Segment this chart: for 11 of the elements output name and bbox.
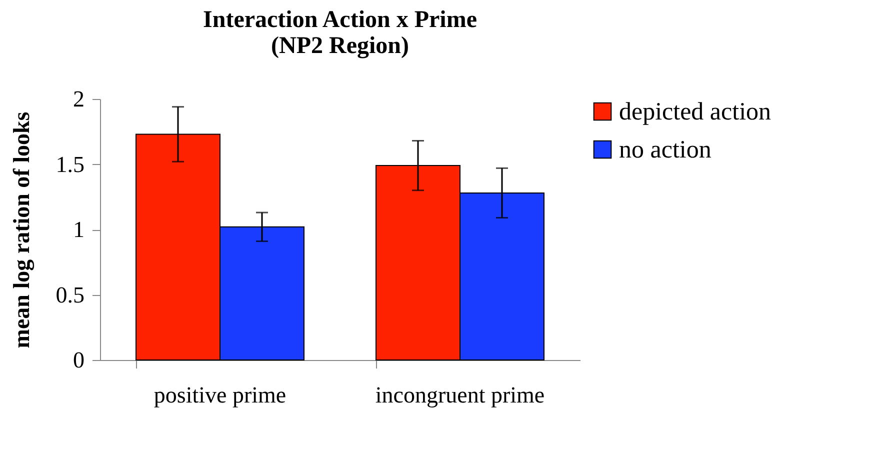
legend-label: no action (619, 136, 712, 164)
y-tick-label: 1 (73, 217, 84, 242)
y-tick-label: 0.5 (56, 282, 84, 308)
x-tick-label: positive prime (154, 382, 286, 408)
chart-title: Interaction Action x Prime (NP2 Region) (203, 7, 478, 59)
legend-label: depicted action (619, 98, 772, 126)
y-tick-label: 2 (73, 86, 84, 112)
y-axis-title: mean log ration of looks (8, 112, 35, 348)
y-tick-label: 1.5 (56, 152, 84, 177)
y-tick-label: 0 (73, 348, 84, 372)
x-tick-label: incongruent prime (375, 382, 545, 408)
